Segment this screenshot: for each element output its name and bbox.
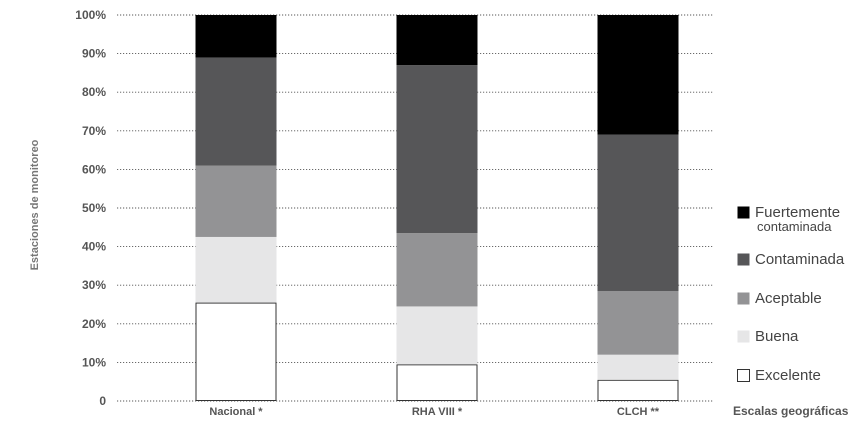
bar-segment [396,306,478,365]
legend-swatch [737,330,750,343]
y-tick-label: 40% [82,240,106,254]
y-tick-label: 0 [99,394,106,408]
bar-segment [195,15,277,58]
y-tick-label: 20% [82,317,106,331]
legend-label: Aceptable [755,290,822,307]
y-tick-label: 50% [82,201,106,215]
legend-swatch [737,369,750,382]
bar-segment [396,15,478,66]
x-axis-categories: Nacional * RHA VIII * CLCH ** [209,406,659,418]
x-category-label: Nacional * [209,406,263,418]
y-axis-label: Estaciones de monitoreo [29,139,41,270]
legend-swatch [737,206,750,219]
legend-swatch [737,253,750,266]
legend: Fuertemente contaminada Contaminada Aceptab… [737,204,845,384]
y-tick-label: 10% [82,355,106,369]
legend-label: Fuertemente contaminada [755,204,840,234]
x-axis-label: Escalas geográficas [733,404,849,418]
legend-label: Contaminada [755,251,845,268]
bar-segment [597,290,679,355]
bar-segment [396,65,478,234]
x-category-label: RHA VIII * [412,406,463,418]
bar-segment [195,165,277,237]
y-tick-label: 60% [82,162,106,176]
bar-segment [396,233,478,307]
y-tick-label: 80% [82,85,106,99]
y-tick-label: 100% [75,8,106,22]
legend-label: Buena [755,328,799,345]
y-tick-label: 70% [82,124,106,138]
bar-segment [597,379,679,401]
bar-segment [396,364,478,401]
legend-label: Excelente [755,367,821,384]
bar-segment [195,57,277,166]
bars [195,15,679,402]
bar-segment [597,134,679,291]
y-tick-label: 30% [82,278,106,292]
y-axis-ticks: 0 10% 20% 30% 40% 50% 60% 70% 80% 90% 100% [75,8,106,408]
legend-swatch [737,292,750,305]
y-tick-label: 90% [82,47,106,61]
bar-segment [195,236,277,303]
bar-segment [195,302,277,402]
bar-segment [597,15,679,135]
x-category-label: CLCH ** [617,406,660,418]
bar-segment [597,354,679,380]
